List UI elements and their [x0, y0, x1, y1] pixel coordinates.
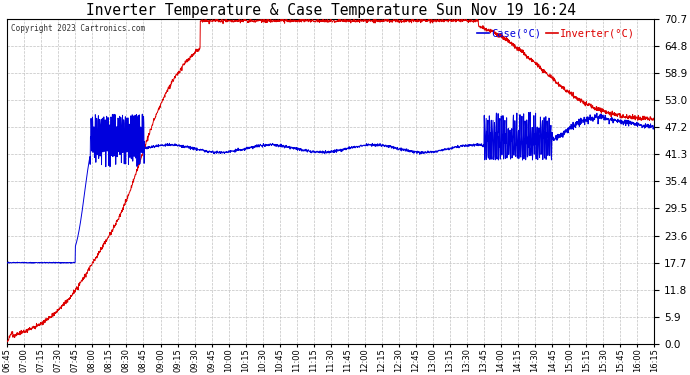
Text: Copyright 2023 Cartronics.com: Copyright 2023 Cartronics.com: [10, 24, 145, 33]
Legend: Case(°C), Inverter(°C): Case(°C), Inverter(°C): [473, 24, 640, 42]
Title: Inverter Temperature & Case Temperature Sun Nov 19 16:24: Inverter Temperature & Case Temperature …: [86, 3, 575, 18]
